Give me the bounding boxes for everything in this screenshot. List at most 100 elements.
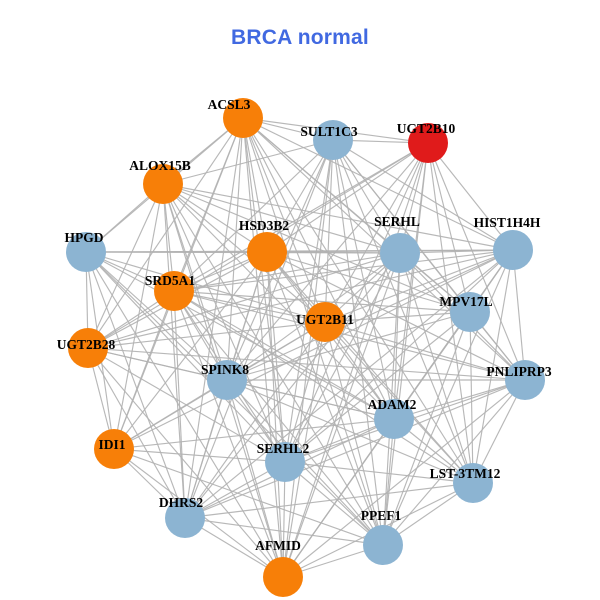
network-edge [85,251,186,519]
network-edge [242,117,514,251]
network-edge [382,379,526,546]
node-label: AFMID [255,538,301,553]
node-circle[interactable] [265,442,305,482]
node-circle[interactable] [143,164,183,204]
node-label: SULT1C3 [300,124,358,139]
network-edge [87,183,164,349]
network-node[interactable]: SERHL [374,214,420,273]
network-edge [173,252,401,292]
network-node[interactable]: SERHL2 [257,441,310,482]
network-node[interactable]: ALOX15B [129,158,191,204]
network-edge [393,379,526,420]
network-edge [472,249,514,484]
network-edge [469,311,474,484]
network-edge [284,461,474,484]
network-edge [173,139,334,292]
node-circle[interactable] [450,292,490,332]
network-edge [332,139,514,251]
network-edge [113,183,164,450]
node-label: DHRS2 [159,495,204,510]
network-edge [184,379,228,519]
network-edge [284,311,471,463]
network-node[interactable]: AFMID [255,538,303,597]
network-edge [173,290,474,484]
node-label: UGT2B11 [296,312,354,327]
edge-layer [85,117,526,578]
network-node[interactable]: HPGD [65,230,107,272]
node-circle[interactable] [374,399,414,439]
network-edge [427,142,471,313]
network-edge [382,249,514,546]
network-edge [184,517,384,546]
network-node[interactable]: SRD5A1 [145,271,196,311]
node-label: ACSL3 [208,97,251,112]
node-label: SERHL [374,214,420,229]
network-edge [382,311,471,546]
network-node[interactable]: PNLIPRP3 [486,360,552,400]
network-edge [87,117,244,349]
network-edge [324,321,526,381]
network-edge [85,251,286,463]
node-circle[interactable] [207,360,247,400]
network-node[interactable]: UGT2B28 [57,328,116,368]
network-node[interactable]: SULT1C3 [300,120,358,160]
network-edge [87,347,526,381]
network-edge [113,290,175,450]
network-edge [382,142,429,546]
node-circle[interactable] [408,123,448,163]
page-title: BRCA normal [231,26,369,49]
network-node[interactable]: PPEF1 [361,508,403,565]
network-edge [284,321,326,463]
network-node[interactable]: ACSL3 [208,97,263,138]
network-node[interactable]: HIST1H4H [474,215,541,270]
node-circle[interactable] [247,232,287,272]
node-circle[interactable] [263,557,303,597]
node-circle[interactable] [305,302,345,342]
network-edge [284,142,429,463]
network-edge [282,142,429,578]
node-circle[interactable] [380,233,420,273]
network-node[interactable]: DHRS2 [159,495,205,538]
network-edge [184,249,514,519]
network-node[interactable]: SPINK8 [201,360,249,400]
network-node[interactable]: HSD3B2 [239,218,290,272]
network-node[interactable]: LST-3TM12 [430,463,501,503]
network-node[interactable]: MPV17L [439,292,493,332]
network-edge [113,418,395,450]
network-node[interactable]: IDI1 [94,429,134,469]
node-circle[interactable] [505,360,545,400]
network-node[interactable]: UGT2B11 [296,302,354,342]
node-circle[interactable] [154,271,194,311]
network-edge [85,249,514,253]
network-edge [162,183,401,254]
network-edge [184,117,244,519]
node-label: HIST1H4H [474,215,541,230]
network-node[interactable]: ADAM2 [368,397,417,439]
network-edge [226,117,244,381]
network-edge [113,448,286,463]
network-edge [399,252,474,484]
node-circle[interactable] [94,429,134,469]
node-label: PNLIPRP3 [486,364,551,379]
network-edge [282,252,401,578]
network-edge [173,290,526,381]
network-edge [173,249,514,292]
node-circle[interactable] [493,230,533,270]
node-circle[interactable] [68,328,108,368]
node-label: ADAM2 [368,397,417,412]
node-circle[interactable] [313,120,353,160]
network-edge [113,448,384,546]
node-circle[interactable] [66,232,106,272]
network-edge [162,183,471,313]
network-node[interactable]: UGT2B10 [397,121,456,163]
node-circle[interactable] [363,525,403,565]
network-edge [87,347,284,578]
network-edge [162,183,186,519]
node-label: UGT2B28 [57,337,116,352]
node-circle[interactable] [165,498,205,538]
network-edge [242,117,268,253]
node-circle[interactable] [453,463,493,503]
node-circle[interactable] [223,98,263,138]
